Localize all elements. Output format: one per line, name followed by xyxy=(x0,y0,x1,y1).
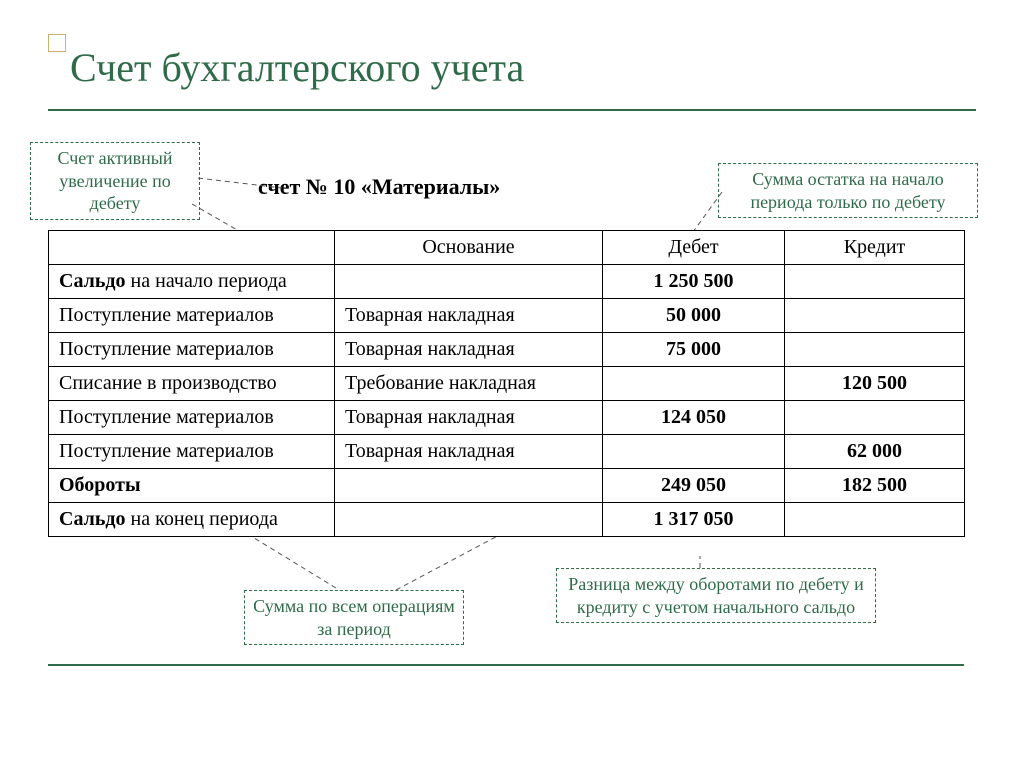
table-row: Поступление материаловТоварная накладная… xyxy=(49,333,965,367)
col-header-basis: Основание xyxy=(335,231,603,265)
account-subheading: счет № 10 «Материалы» xyxy=(258,174,500,200)
cell-basis: Товарная накладная xyxy=(335,299,603,333)
cell-basis xyxy=(335,265,603,299)
cell-description: Поступление материалов xyxy=(49,299,335,333)
table-row: Обороты 249 050182 500 xyxy=(49,469,965,503)
title-area: Счет бухгалтерского учета xyxy=(48,24,976,111)
table-row: Поступление материаловТоварная накладная… xyxy=(49,401,965,435)
cell-description-rest: на конец периода xyxy=(126,508,278,530)
cell-credit: 62 000 xyxy=(785,435,965,469)
cell-basis: Товарная накладная xyxy=(335,333,603,367)
col-header-empty xyxy=(49,231,335,265)
col-header-debit: Дебет xyxy=(603,231,785,265)
table-row: Сальдо на конец периода 1 317 050 xyxy=(49,503,965,537)
cell-credit xyxy=(785,401,965,435)
cell-basis xyxy=(335,503,603,537)
cell-description-prefix: Сальдо xyxy=(59,508,126,530)
cell-debit: 50 000 xyxy=(603,299,785,333)
callout-top-left: Счет активный увеличение по дебету xyxy=(30,142,200,220)
cell-basis: Товарная накладная xyxy=(335,435,603,469)
cell-credit xyxy=(785,265,965,299)
table-row: Сальдо на начало периода 1 250 500 xyxy=(49,265,965,299)
table-row: Поступление материаловТоварная накладная… xyxy=(49,435,965,469)
table-header-row: Основание Дебет Кредит xyxy=(49,231,965,265)
page-title: Счет бухгалтерского учета xyxy=(52,44,976,91)
cell-description: Сальдо на начало периода xyxy=(49,265,335,299)
table-row: Поступление материаловТоварная накладная… xyxy=(49,299,965,333)
cell-credit: 120 500 xyxy=(785,367,965,401)
cell-description-rest: на начало периода xyxy=(126,270,287,292)
callout-bottom-left: Сумма по всем операциям за период xyxy=(244,590,464,645)
callout-bottom-right: Разница между оборотами по дебету и кред… xyxy=(556,568,876,623)
cell-credit xyxy=(785,333,965,367)
col-header-credit: Кредит xyxy=(785,231,965,265)
cell-debit: 75 000 xyxy=(603,333,785,367)
cell-description-prefix: Сальдо xyxy=(59,270,126,292)
cell-debit: 124 050 xyxy=(603,401,785,435)
cell-description: Сальдо на конец периода xyxy=(49,503,335,537)
cell-description: Поступление материалов xyxy=(49,401,335,435)
table-row: Списание в производствоТребование наклад… xyxy=(49,367,965,401)
cell-basis: Товарная накладная xyxy=(335,401,603,435)
cell-debit: 1 317 050 xyxy=(603,503,785,537)
cell-debit xyxy=(603,435,785,469)
cell-debit: 249 050 xyxy=(603,469,785,503)
cell-description: Поступление материалов xyxy=(49,435,335,469)
cell-description: Списание в производство xyxy=(49,367,335,401)
cell-credit: 182 500 xyxy=(785,469,965,503)
cell-description: Поступление материалов xyxy=(49,333,335,367)
cell-description: Обороты xyxy=(49,469,335,503)
cell-basis xyxy=(335,469,603,503)
cell-debit xyxy=(603,367,785,401)
cell-basis: Требование накладная xyxy=(335,367,603,401)
cell-credit xyxy=(785,299,965,333)
cell-description-prefix: Обороты xyxy=(59,474,141,496)
cell-debit: 1 250 500 xyxy=(603,265,785,299)
ledger-table: Основание Дебет Кредит Сальдо на начало … xyxy=(48,230,965,537)
cell-credit xyxy=(785,503,965,537)
callout-top-right: Сумма остатка на начало периода только п… xyxy=(718,163,978,218)
bottom-rule xyxy=(48,664,964,666)
